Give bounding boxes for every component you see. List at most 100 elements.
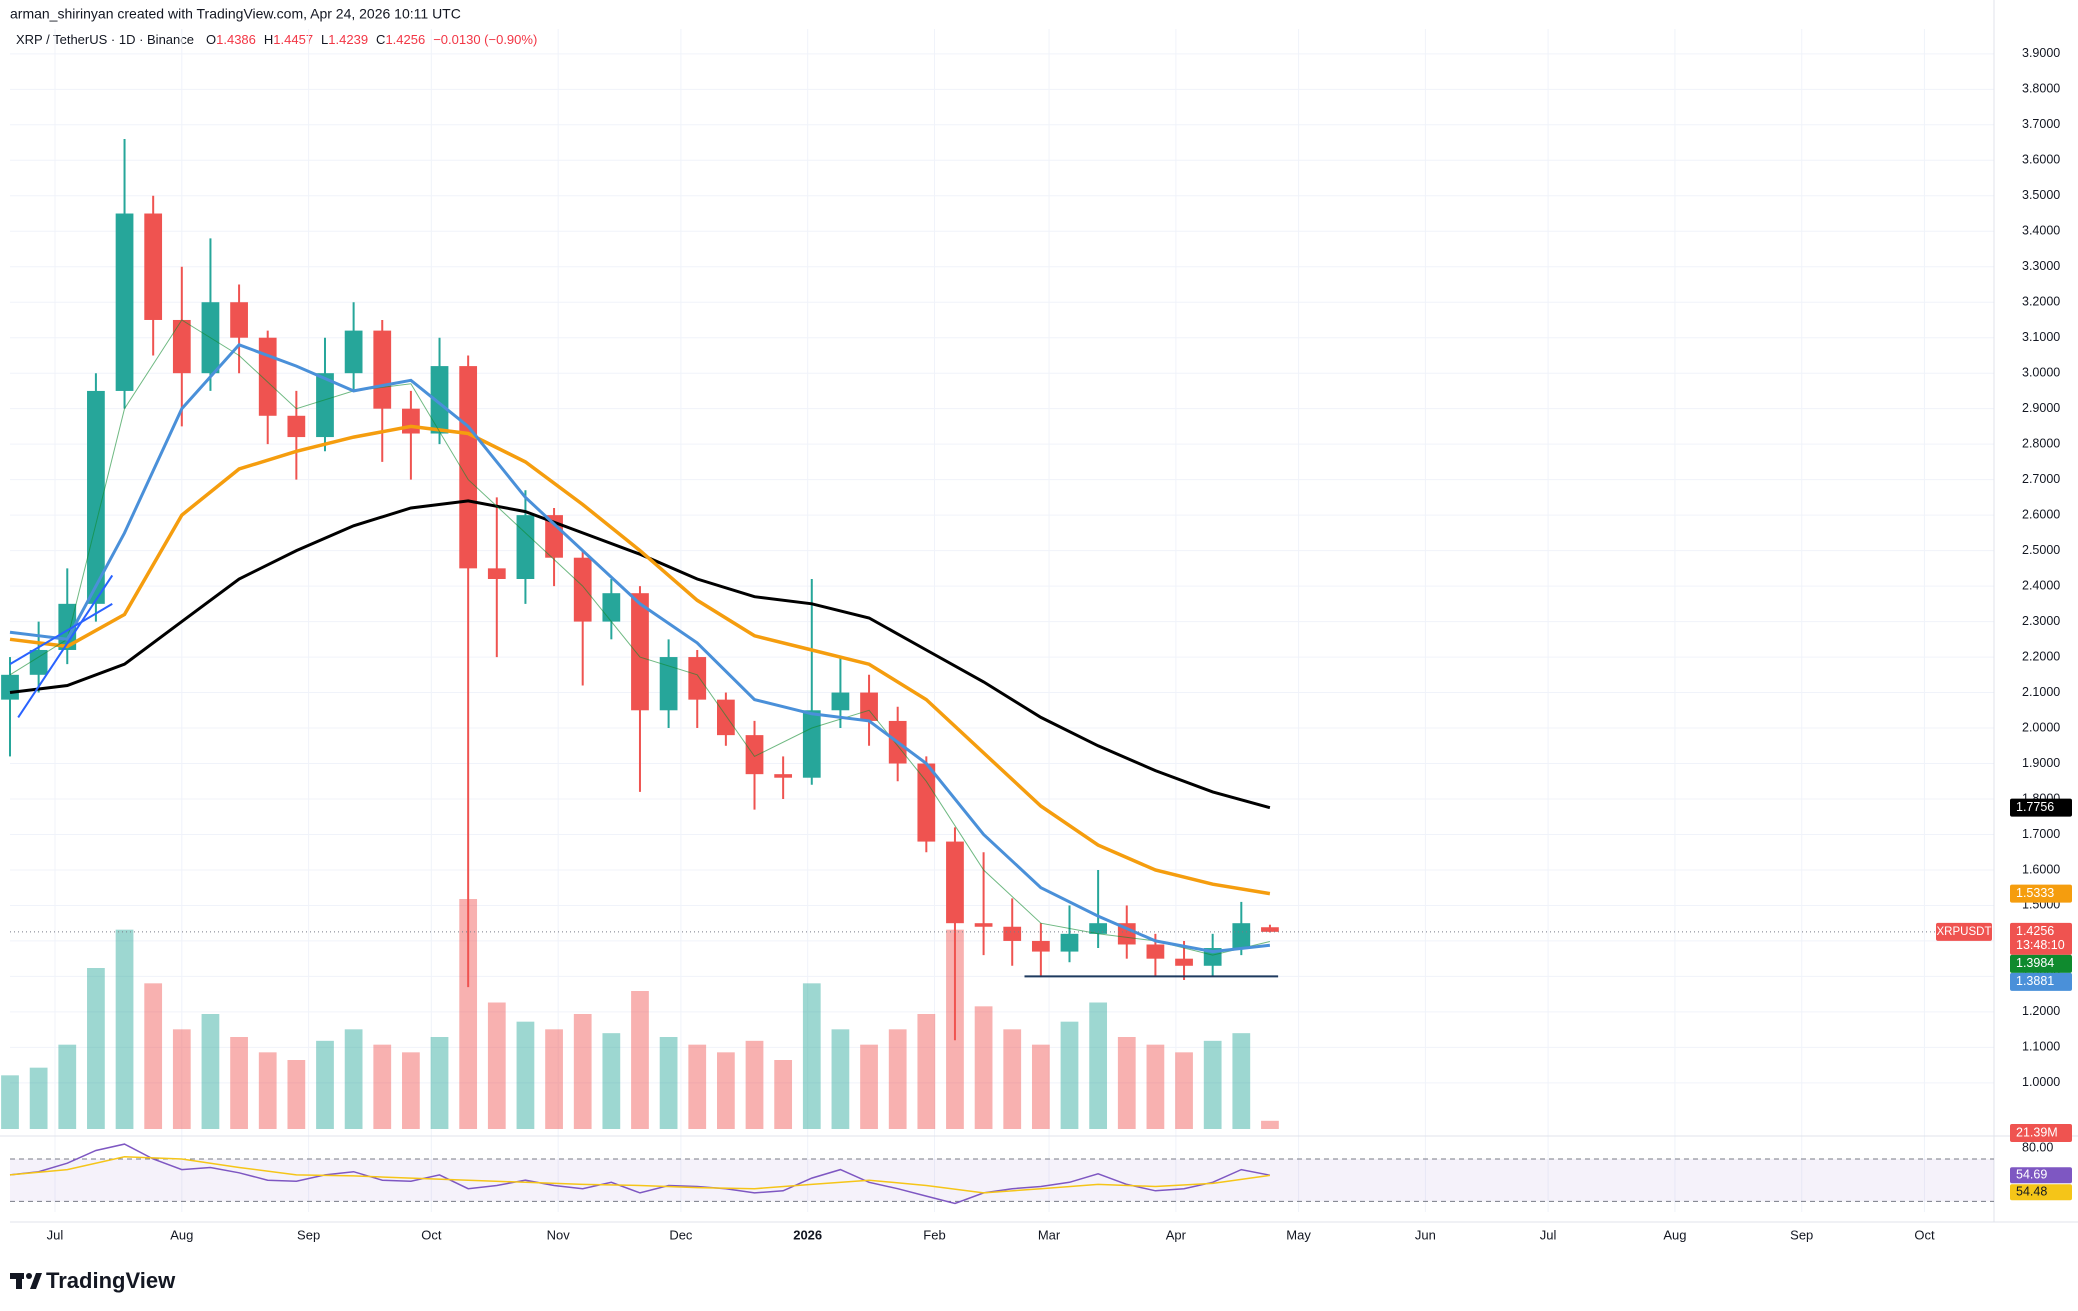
volume-bar [1089, 1002, 1108, 1129]
volume-badge-bg [2010, 1124, 2072, 1142]
brand-logo [10, 1273, 42, 1289]
x-tick-label: Jul [47, 1227, 64, 1242]
volume-bar [516, 1021, 535, 1129]
volume-bar [1, 1075, 19, 1129]
volume-bar [917, 1014, 936, 1129]
y-tick-label: 1.0000 [2022, 1075, 2060, 1089]
y-tick-label: 2.5000 [2022, 543, 2060, 557]
x-tick-label: Apr [1166, 1227, 1187, 1242]
volume-bar [258, 1052, 277, 1129]
moving-average [9, 319, 1271, 956]
logo-part [16, 1273, 22, 1289]
candle-body [115, 213, 134, 391]
candle-body [917, 763, 936, 842]
volume-bar [1003, 1029, 1022, 1129]
logo-part [26, 1273, 32, 1279]
candle-body [545, 515, 563, 558]
candle-body [1, 674, 19, 700]
candle-body [802, 710, 821, 778]
y-tick-label: 1.2000 [2022, 1004, 2060, 1018]
candle-body [974, 923, 993, 927]
candle-body [430, 366, 449, 434]
x-tick-label: 2026 [793, 1227, 822, 1242]
volume-bar [430, 1037, 449, 1129]
price-badge-bg [2010, 954, 2072, 973]
volume-bar [230, 1037, 248, 1129]
y-tick-label: 2.9000 [2022, 401, 2060, 415]
candle-body [516, 515, 535, 579]
candle-body [230, 302, 248, 338]
rsi-badge: 54.69 [2016, 1168, 2047, 1182]
ohlc-value: 1.4239 [328, 32, 368, 47]
candle-body [659, 657, 678, 711]
candle-body [745, 735, 764, 775]
price-badge-bg [2010, 798, 2072, 817]
brand: TradingView [46, 1268, 176, 1293]
volume-bar [287, 1060, 306, 1129]
y-tick-label: 3.6000 [2022, 153, 2060, 167]
y-tick-label: 3.9000 [2022, 46, 2060, 60]
volume-bar [860, 1044, 878, 1129]
logo-part [30, 1273, 42, 1289]
x-tick-label: Dec [669, 1227, 693, 1242]
attribution: arman_shirinyan created with TradingView… [10, 6, 461, 22]
volume-bar [144, 983, 163, 1129]
candle-body [1031, 940, 1050, 952]
x-tick-label: Oct [421, 1227, 442, 1242]
ohlc-value: 1.4386 [216, 32, 256, 47]
price-badge-countdown: 13:48:10 [2016, 938, 2065, 952]
volume-bar [344, 1029, 363, 1129]
candle-body [1117, 923, 1136, 945]
volume-bar [29, 1067, 48, 1129]
trend-line [17, 574, 114, 718]
volume-bar [573, 1014, 592, 1129]
y-tick-label: 1.7000 [2022, 827, 2060, 841]
candle-body [1003, 926, 1022, 941]
volume-bar [201, 1014, 220, 1129]
rsi-badge: 54.48 [2016, 1185, 2047, 1199]
y-tick-label: 3.0000 [2022, 365, 2060, 379]
ohlc-value: 1.4256 [385, 32, 425, 47]
volume-bar [745, 1040, 764, 1129]
volume-bar [1117, 1037, 1136, 1129]
ohlc-key: H [264, 32, 273, 47]
y-tick-label: 1.9000 [2022, 756, 2060, 770]
volume-bar [1232, 1033, 1251, 1129]
volume-bar [373, 1044, 392, 1129]
volume-bar [774, 1060, 793, 1129]
y-tick-label: 2.8000 [2022, 436, 2060, 450]
volume-bar [1060, 1021, 1079, 1129]
candle-body [459, 366, 478, 569]
rsi-tick-label: 80.00 [2022, 1141, 2053, 1155]
y-tick-label: 2.0000 [2022, 720, 2060, 734]
volume-bar [459, 899, 478, 1129]
ohlc-value: 1.4457 [273, 32, 313, 47]
candle-body [946, 841, 964, 924]
volume-bar [631, 991, 649, 1129]
ohlc-key: C [376, 32, 385, 47]
y-tick-label: 1.6000 [2022, 862, 2060, 876]
volume-bar [316, 1040, 334, 1129]
y-tick-label: 3.3000 [2022, 259, 2060, 273]
x-tick-label: Feb [923, 1227, 945, 1242]
y-tick-label: 2.6000 [2022, 507, 2060, 521]
volume-bar [402, 1052, 420, 1129]
price-badge: 1.5333 [2016, 886, 2054, 900]
ohlc-key: O [206, 32, 216, 47]
volume-bar [58, 1044, 77, 1129]
volume-bar [1261, 1120, 1279, 1129]
y-tick-label: 2.1000 [2022, 685, 2060, 699]
y-tick-label: 3.7000 [2022, 117, 2060, 131]
candle-body [716, 699, 735, 736]
candle-body [344, 330, 363, 374]
x-tick-label: Sep [297, 1227, 320, 1242]
volume-bar [831, 1029, 850, 1129]
volume-bar [1031, 1044, 1050, 1129]
volume-bar [1203, 1040, 1222, 1129]
candle-body [144, 213, 163, 320]
x-tick-label: Jun [1415, 1227, 1436, 1242]
candle-body [1089, 923, 1108, 934]
symbol: XRP / TetherUS · 1D · Binance [16, 32, 194, 47]
